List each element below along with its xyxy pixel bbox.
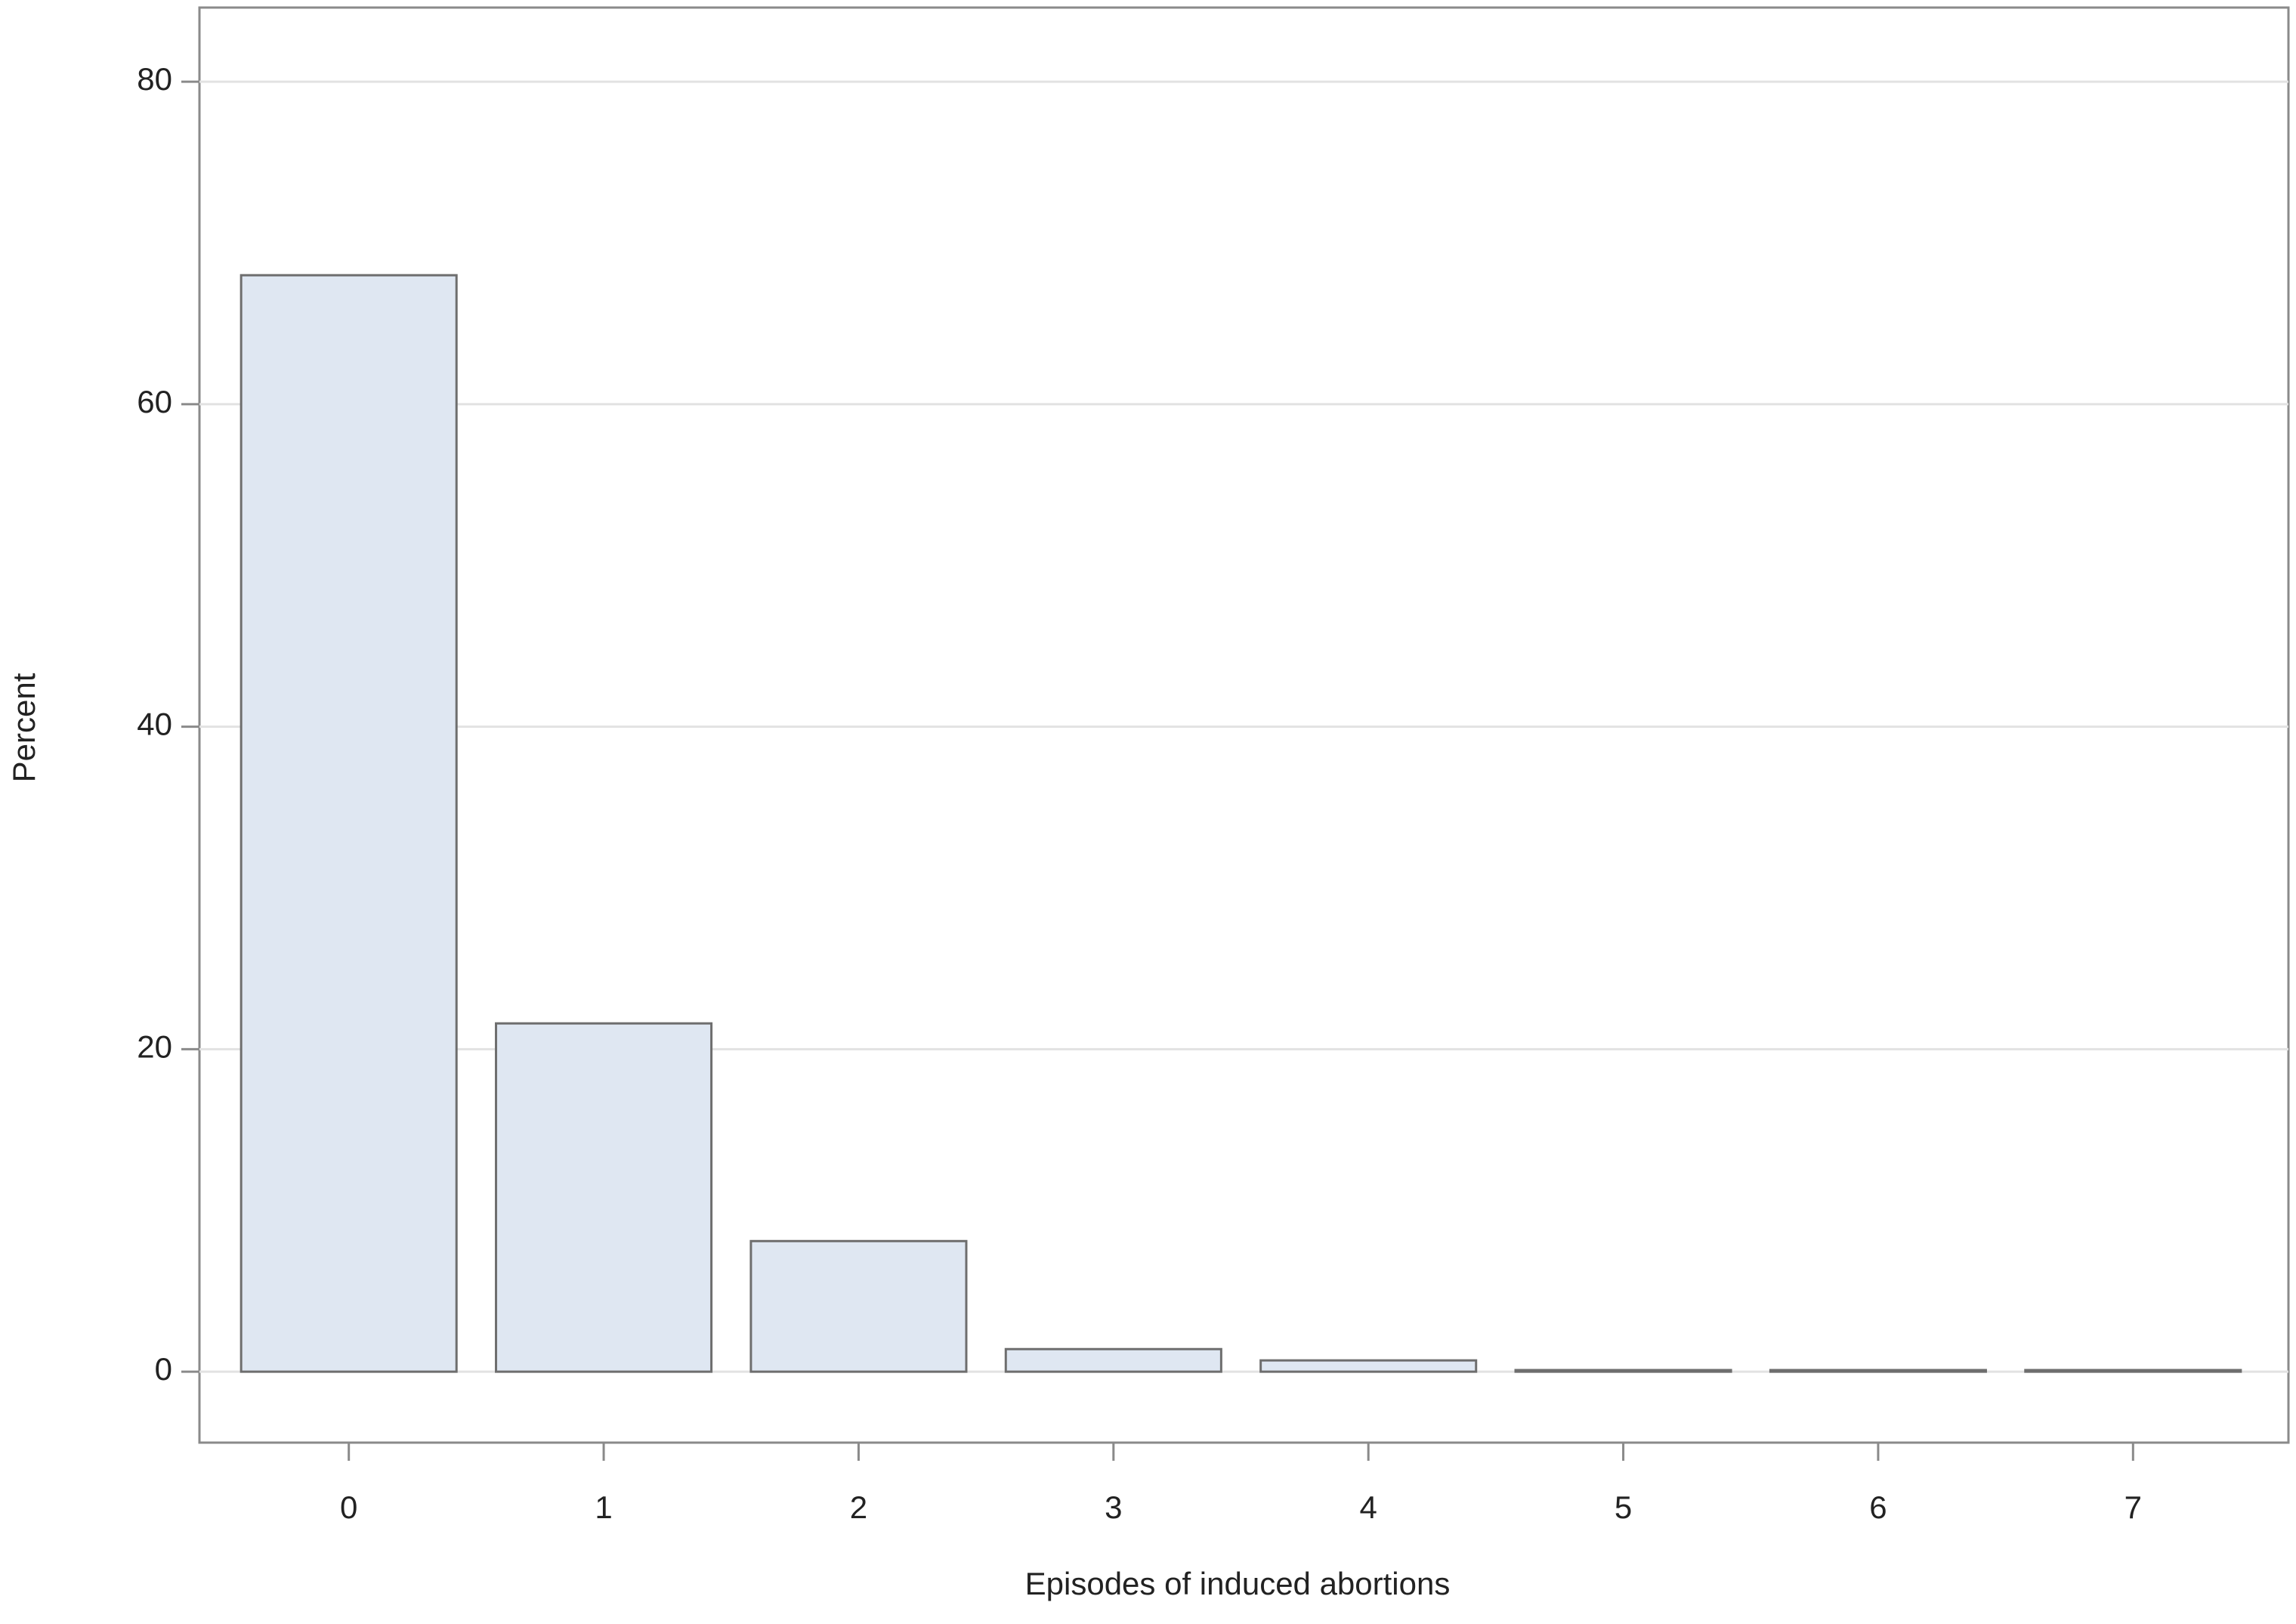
plot-frame xyxy=(198,6,2290,1444)
x-tick-label: 4 xyxy=(1360,1489,1377,1525)
x-tick-label: 5 xyxy=(1615,1489,1632,1525)
x-axis-title: Episodes of induced abortions xyxy=(1025,1566,1451,1601)
x-tick-label: 6 xyxy=(1869,1489,1887,1525)
x-tick-label: 2 xyxy=(850,1489,867,1525)
x-tick-label: 1 xyxy=(595,1489,612,1525)
bar xyxy=(1514,1369,1732,1373)
bar xyxy=(1259,1359,1478,1373)
y-tick-label: 80 xyxy=(137,61,172,97)
bar xyxy=(1769,1369,1987,1373)
bar xyxy=(1004,1347,1222,1373)
y-tick-label: 0 xyxy=(155,1351,172,1387)
x-tick-label: 0 xyxy=(340,1489,357,1525)
y-tick-label: 60 xyxy=(137,384,172,419)
bar xyxy=(749,1239,968,1373)
x-tick-label: 3 xyxy=(1105,1489,1122,1525)
x-tick-label: 7 xyxy=(2124,1489,2142,1525)
bar xyxy=(239,274,458,1373)
y-tick-label: 20 xyxy=(137,1029,172,1064)
bar xyxy=(495,1022,713,1373)
y-axis-title: Percent xyxy=(6,673,42,782)
bar xyxy=(2024,1369,2242,1373)
y-tick-label: 40 xyxy=(137,707,172,742)
